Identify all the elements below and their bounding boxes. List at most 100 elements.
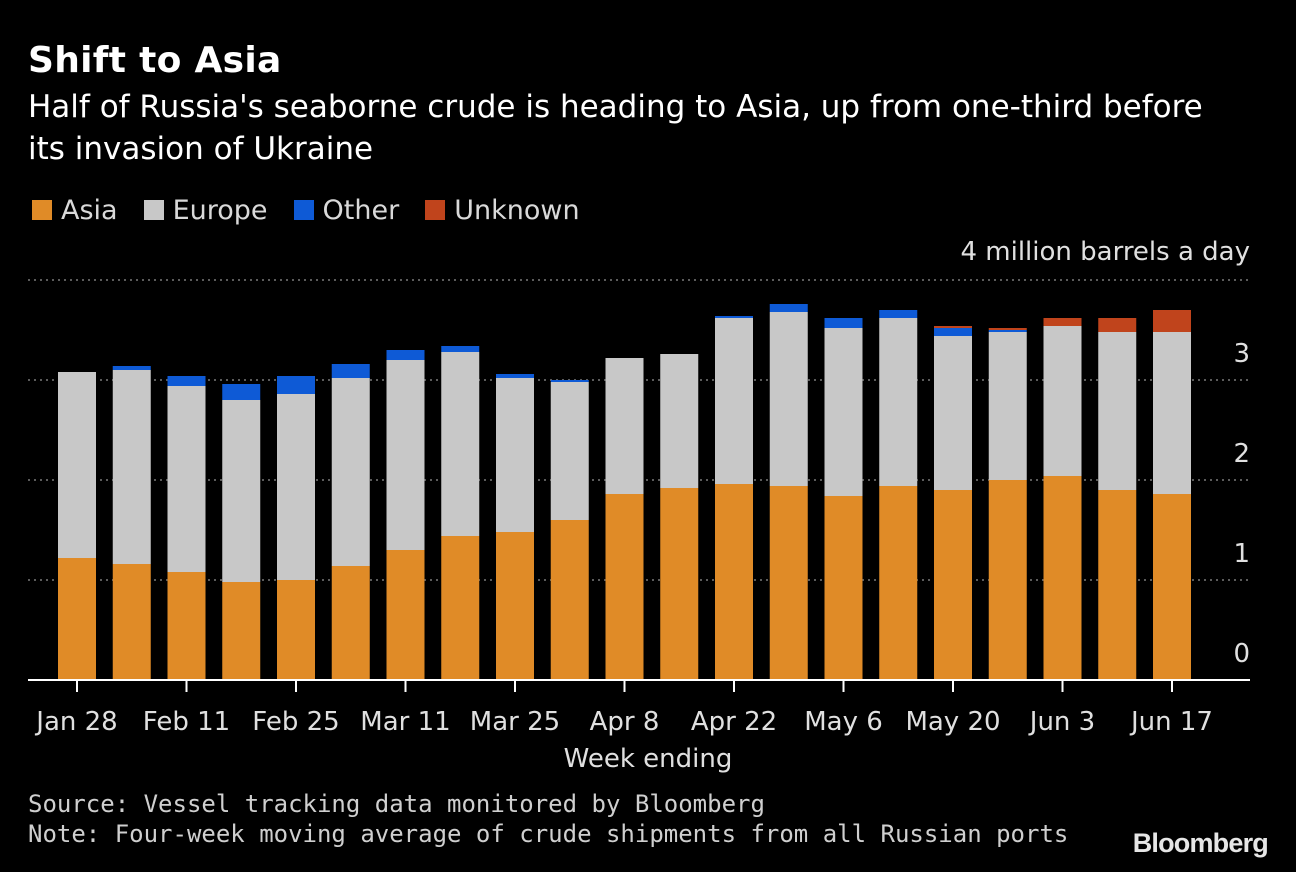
bar-europe bbox=[1153, 332, 1191, 494]
x-tick-label: Feb 25 bbox=[252, 707, 339, 737]
x-axis-title: Week ending bbox=[564, 744, 733, 774]
bar-unknown bbox=[934, 326, 972, 328]
legend-item-europe: Europe bbox=[143, 194, 268, 226]
bar-asia bbox=[386, 550, 425, 680]
x-tick-label: Jan 28 bbox=[34, 707, 117, 737]
footnote: Note: Four-week moving average of crude … bbox=[28, 820, 1069, 848]
bar-other bbox=[550, 380, 589, 382]
x-tick-label: Jun 3 bbox=[1028, 707, 1095, 737]
y-unit-label: 4 million barrels a day bbox=[960, 237, 1250, 267]
y-tick-label: 0 bbox=[1233, 639, 1250, 669]
bar-asia bbox=[550, 520, 589, 680]
bar-asia bbox=[934, 490, 972, 680]
bar-europe bbox=[441, 352, 480, 536]
bar-other bbox=[715, 316, 753, 318]
axis-labels: 0 1 2 3 4 million barrels a day Jan 28 Feb 11 F… bbox=[34, 237, 1250, 774]
bloomberg-logo: Bloomberg bbox=[1132, 828, 1269, 858]
bar-europe bbox=[112, 370, 151, 564]
legend-swatch bbox=[425, 200, 446, 220]
bar-asia bbox=[769, 486, 808, 680]
x-tick-label: May 20 bbox=[905, 707, 1000, 737]
bar-asia bbox=[222, 582, 261, 680]
legend-swatch bbox=[32, 200, 52, 220]
bar-europe bbox=[331, 378, 370, 566]
bar-other bbox=[167, 376, 206, 386]
bar-asia bbox=[331, 566, 370, 680]
bars bbox=[58, 304, 1191, 680]
bar-europe bbox=[1098, 332, 1137, 490]
bar-other bbox=[496, 374, 534, 378]
bar-asia bbox=[277, 580, 315, 680]
bar-unknown bbox=[1043, 318, 1082, 326]
bar-other bbox=[879, 310, 918, 318]
bar-other bbox=[331, 364, 370, 378]
bar-europe bbox=[277, 394, 315, 580]
legend-swatch bbox=[293, 200, 314, 220]
source-note: Source: Vessel tracking data monitored b… bbox=[28, 790, 765, 818]
bar-other bbox=[934, 328, 972, 336]
bar-europe bbox=[605, 358, 644, 494]
bar-asia bbox=[112, 564, 151, 680]
bar-asia bbox=[879, 486, 918, 680]
legend-label: Europe bbox=[172, 194, 268, 226]
legend-item-other: Other bbox=[293, 194, 400, 226]
legend: Asia Europe Other Unknown bbox=[32, 193, 606, 227]
bar-asia bbox=[167, 572, 206, 680]
bar-asia bbox=[1043, 476, 1082, 680]
bar-other bbox=[222, 384, 261, 400]
bar-other bbox=[441, 346, 480, 352]
bar-asia bbox=[605, 494, 644, 680]
x-tick-label: Jun 17 bbox=[1129, 707, 1213, 737]
bar-europe bbox=[988, 332, 1027, 480]
bar-asia bbox=[1153, 494, 1191, 680]
chart-title: Shift to Asia bbox=[28, 40, 282, 81]
bar-unknown bbox=[988, 328, 1027, 330]
y-tick-label: 3 bbox=[1233, 339, 1250, 369]
bar-unknown bbox=[1153, 310, 1191, 332]
bar-unknown bbox=[1098, 318, 1137, 332]
bar-asia bbox=[1098, 490, 1137, 680]
x-tick-label: Feb 11 bbox=[143, 707, 230, 737]
legend-item-unknown: Unknown bbox=[425, 194, 580, 226]
bar-asia bbox=[441, 536, 480, 680]
x-tick-label: Apr 8 bbox=[590, 707, 660, 737]
legend-swatch bbox=[143, 200, 164, 220]
bar-other bbox=[112, 366, 151, 370]
bar-other bbox=[386, 350, 425, 360]
bar-asia bbox=[58, 558, 96, 680]
x-tick-label: Mar 25 bbox=[470, 707, 560, 737]
bar-europe bbox=[715, 318, 753, 484]
bar-other bbox=[769, 304, 808, 312]
bar-other bbox=[988, 330, 1027, 332]
bar-europe bbox=[550, 382, 589, 520]
x-tick-label: Apr 22 bbox=[691, 707, 777, 737]
bar-asia bbox=[660, 488, 699, 680]
bar-europe bbox=[769, 312, 808, 486]
bar-europe bbox=[167, 386, 206, 572]
bar-asia bbox=[496, 532, 534, 680]
bar-europe bbox=[660, 354, 699, 488]
legend-label: Unknown bbox=[454, 194, 580, 226]
bar-europe bbox=[824, 328, 863, 496]
bar-europe bbox=[386, 360, 425, 550]
bar-europe bbox=[879, 318, 918, 486]
bar-europe bbox=[58, 372, 96, 558]
bar-europe bbox=[222, 400, 261, 582]
x-tick-label: Mar 11 bbox=[360, 707, 450, 737]
bar-asia bbox=[988, 480, 1027, 680]
legend-label: Asia bbox=[61, 194, 118, 226]
x-axis bbox=[28, 679, 1250, 692]
bar-europe bbox=[1043, 326, 1082, 476]
bar-asia bbox=[824, 496, 863, 680]
bar-europe bbox=[934, 336, 972, 490]
bar-other bbox=[824, 318, 863, 328]
x-tick-label: May 6 bbox=[804, 707, 883, 737]
bar-asia bbox=[715, 484, 753, 680]
legend-label: Other bbox=[322, 194, 400, 226]
bar-europe bbox=[496, 378, 534, 532]
legend-item-asia: Asia bbox=[32, 195, 118, 226]
chart-subtitle: Half of Russia's seaborne crude is headi… bbox=[28, 89, 1203, 167]
y-tick-label: 1 bbox=[1233, 539, 1250, 569]
y-tick-label: 2 bbox=[1233, 439, 1250, 469]
